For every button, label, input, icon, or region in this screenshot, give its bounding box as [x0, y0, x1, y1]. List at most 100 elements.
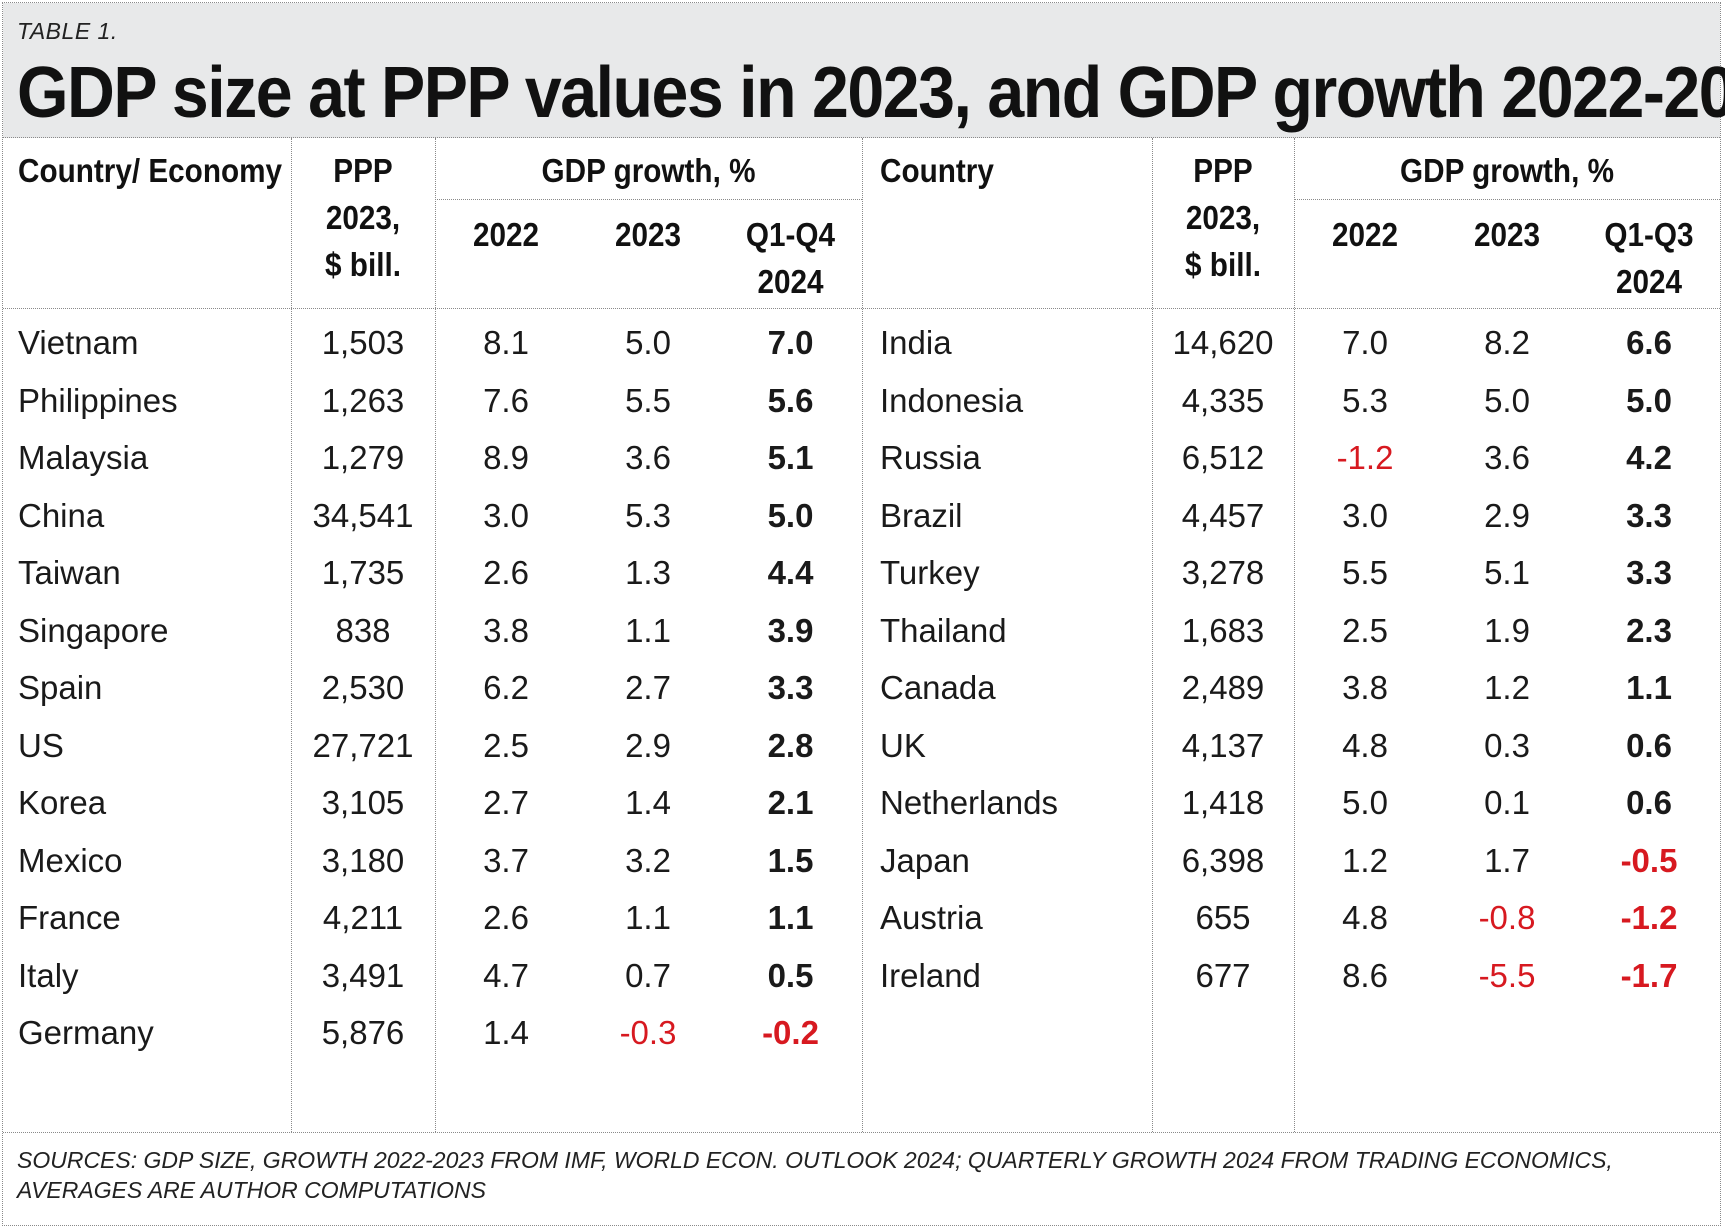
growth-cell: 5.0 [1342, 784, 1388, 821]
growth-cell: 5.0 [767, 496, 814, 534]
growth-cell: 8.1 [483, 324, 529, 361]
growth-cell: 0.5 [767, 956, 814, 994]
left-col-q-header-2: 2024 [757, 263, 824, 300]
table-row: France 4,211 2.6 1.1 1.1 [0, 886, 1725, 949]
table-row: Canada 2,489 3.8 1.2 1.1 [0, 656, 1725, 719]
growth-cell: 5.5 [625, 381, 671, 419]
growth-cell: 1.7 [1484, 841, 1530, 879]
country-cell: Brazil [880, 496, 963, 534]
growth-cell: 1.9 [1484, 611, 1530, 649]
ppp-cell: 677 [1195, 956, 1251, 994]
table-row: Netherlands 1,418 5.0 0.1 0.6 [0, 771, 1725, 834]
country-cell: Singapore [18, 611, 169, 649]
growth-cell: 5.5 [1342, 554, 1388, 591]
right-col-ppp-header-1: PPP [1193, 152, 1253, 189]
country-cell: Austria [880, 899, 983, 936]
ppp-cell: 3,491 [321, 956, 405, 994]
growth-cell: 2.5 [483, 726, 529, 764]
table-label: TABLE 1. [17, 18, 118, 44]
ppp-cell: 3,278 [1181, 554, 1265, 591]
growth-cell: 3.8 [1342, 669, 1388, 706]
country-cell: Turkey [880, 554, 980, 591]
country-cell: Russia [880, 439, 981, 476]
country-cell: Philippines [18, 381, 178, 419]
right-col-ppp-header-3: $ bill. [1185, 246, 1261, 283]
growth-cell: -0.5 [1620, 841, 1678, 879]
growth-cell: 3.3 [1626, 554, 1672, 591]
growth-cell: 4.7 [483, 956, 529, 994]
growth-cell: -1.2 [1620, 899, 1678, 936]
ppp-cell: 1,263 [321, 381, 405, 419]
country-cell: Spain [18, 669, 103, 706]
growth-cell: -0.8 [1478, 899, 1536, 936]
table-row: Russia 6,512 -1.2 3.6 4.2 [0, 426, 1725, 489]
growth-cell: 1.3 [625, 554, 671, 591]
country-cell: Italy [18, 956, 79, 994]
divider [1294, 138, 1295, 1132]
growth-cell: 1.1 [625, 611, 671, 649]
country-cell: Netherlands [880, 784, 1058, 821]
divider [3, 308, 1720, 309]
left-col-2022-header: 2022 [472, 216, 540, 253]
ppp-cell: 3,180 [321, 841, 405, 879]
divider [3, 1132, 1720, 1133]
growth-cell: 3.3 [1626, 496, 1672, 534]
ppp-cell: 4,457 [1181, 496, 1265, 534]
ppp-cell: 1,503 [321, 324, 405, 361]
growth-cell: 0.6 [1626, 784, 1672, 821]
right-col-q-header-1: Q1-Q3 [1604, 216, 1694, 253]
table-row: Indonesia 4,335 5.3 5.0 5.0 [0, 369, 1725, 432]
ppp-cell: 1,735 [321, 554, 405, 591]
growth-cell: 8.2 [1484, 324, 1530, 361]
divider [862, 138, 863, 1132]
ppp-cell: 655 [1195, 899, 1251, 936]
country-cell: Thailand [880, 611, 1007, 649]
right-col-country-header: Country [880, 152, 994, 189]
right-col-growth-header: GDP growth, % [1400, 152, 1614, 189]
ppp-cell: 4,211 [322, 899, 404, 936]
table-row: India 14,620 7.0 8.2 6.6 [0, 311, 1725, 374]
country-cell: Malaysia [18, 439, 149, 476]
growth-cell: 3.2 [625, 841, 671, 879]
growth-cell: 3.0 [483, 496, 529, 534]
table-row: Brazil 4,457 3.0 2.9 3.3 [0, 484, 1725, 547]
country-cell: Korea [18, 784, 107, 821]
growth-cell: 8.6 [1342, 956, 1388, 994]
growth-cell: 5.3 [1342, 381, 1388, 419]
growth-cell: 5.0 [1626, 381, 1672, 419]
ppp-cell: 4,137 [1181, 726, 1265, 764]
growth-cell: 0.7 [625, 956, 671, 994]
ppp-cell: 6,398 [1181, 841, 1265, 879]
country-cell: UK [880, 726, 926, 764]
country-cell: Taiwan [18, 554, 121, 591]
growth-cell: 3.6 [625, 439, 671, 476]
growth-cell: 6.2 [483, 669, 529, 706]
table-row: Korea 3,105 2.7 1.4 2.1 [0, 771, 1725, 834]
growth-cell: 1.2 [1484, 669, 1530, 706]
table-row: Italy 3,491 4.7 0.7 0.5 [0, 944, 1725, 1007]
table-row: Turkey 3,278 5.5 5.1 3.3 [0, 541, 1725, 604]
left-col-ppp-header-2: 2023, [325, 199, 401, 236]
growth-cell: 3.0 [1342, 496, 1388, 534]
ppp-cell: 838 [335, 611, 391, 649]
growth-cell: -5.5 [1478, 956, 1536, 994]
growth-cell: 0.1 [1484, 784, 1530, 821]
country-cell: Japan [880, 841, 970, 879]
ppp-cell: 1,418 [1181, 784, 1265, 821]
growth-cell: 7.6 [483, 381, 529, 419]
table-header [3, 3, 1720, 138]
ppp-cell: 6,512 [1181, 439, 1265, 476]
table-row: Austria 655 4.8 -0.8 -1.2 [0, 886, 1725, 949]
right-col-q-header-2: 2024 [1615, 263, 1683, 300]
ppp-cell: 1,683 [1181, 611, 1265, 649]
country-cell: Vietnam [18, 324, 139, 361]
divider [435, 199, 862, 200]
country-cell: Mexico [18, 841, 123, 879]
growth-cell: 2.8 [767, 726, 814, 764]
left-col-growth-header: GDP growth, % [541, 152, 756, 189]
ppp-cell: 34,541 [312, 496, 414, 534]
growth-cell: 2.3 [1626, 611, 1672, 649]
ppp-cell: 14,620 [1172, 324, 1274, 361]
table-row: Mexico 3,180 3.7 3.2 1.5 [0, 829, 1725, 892]
